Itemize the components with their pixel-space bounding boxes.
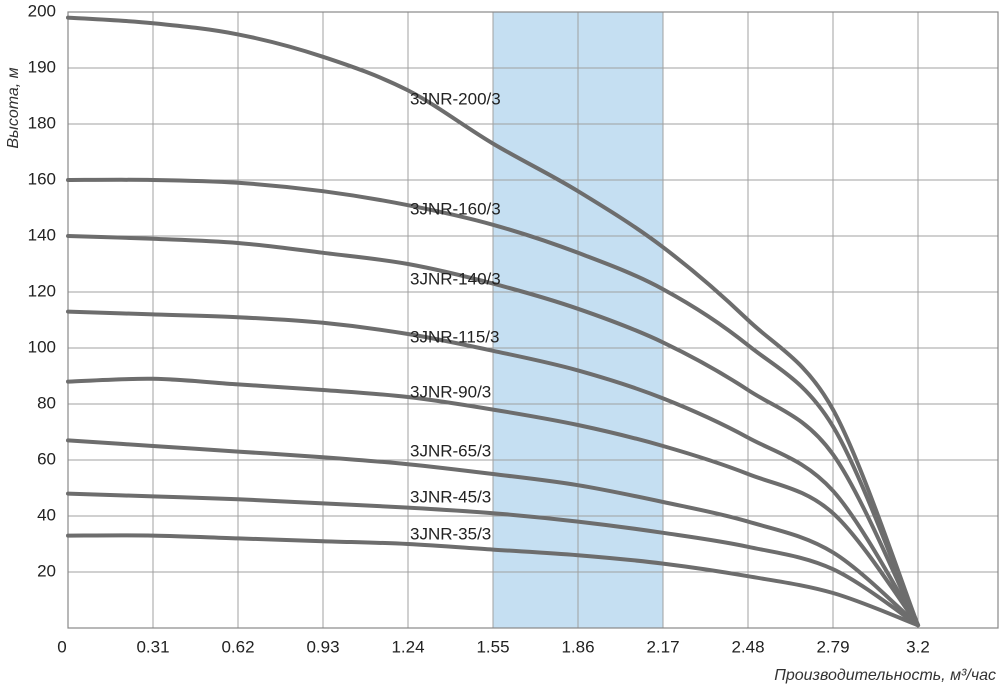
curve-label: 3JNR-35/3: [410, 524, 491, 543]
y-tick-label: 190: [28, 57, 56, 76]
curve-label: 3JNR-90/3: [410, 382, 491, 401]
curve-label: 3JNR-65/3: [410, 441, 491, 460]
y-tick-label: 160: [28, 169, 56, 188]
curve-label: 3JNR-160/3: [410, 199, 501, 218]
y-tick-label: 80: [37, 393, 56, 412]
pump-curve: [66, 491, 920, 628]
x-tick-label: 0.31: [136, 637, 169, 656]
y-tick-label: 200: [28, 1, 56, 20]
y-tick-label: 180: [28, 113, 56, 132]
pump-curve: [66, 376, 920, 628]
x-tick-label: 0: [57, 637, 66, 656]
pump-curve: [66, 234, 920, 628]
y-tick-label: 20: [37, 561, 56, 580]
y-axis-title: Высота, м: [5, 67, 22, 148]
x-tick-label: 1.86: [561, 637, 594, 656]
y-tick-label: 120: [28, 281, 56, 300]
y-tick-label: 40: [37, 505, 56, 524]
x-tick-label: 2.79: [816, 637, 849, 656]
curve-label: 3JNR-115/3: [410, 327, 499, 346]
x-tick-label: 0.93: [306, 637, 339, 656]
curve-label: 3JNR-140/3: [410, 269, 501, 288]
x-tick-label: 1.55: [476, 637, 509, 656]
plot-frame: [67, 11, 999, 629]
pump-curve: [66, 533, 920, 628]
pump-curve: [66, 309, 920, 628]
curve-label: 3JNR-200/3: [410, 89, 501, 108]
x-tick-label: 1.24: [391, 637, 424, 656]
curve-label: 3JNR-45/3: [410, 487, 491, 506]
x-tick-label: 2.17: [646, 637, 679, 656]
y-tick-label: 100: [28, 337, 56, 356]
x-axis-title: Производительность, м³/час: [774, 667, 996, 684]
y-tick-label: 140: [28, 225, 56, 244]
pump-curve: [66, 438, 920, 628]
x-tick-label: 3.2: [906, 637, 930, 656]
pump-curve: [66, 177, 920, 628]
pump-curve: [66, 15, 920, 628]
x-tick-label: 0.62: [221, 637, 254, 656]
x-tick-label: 2.48: [731, 637, 764, 656]
y-tick-label: 60: [37, 449, 56, 468]
